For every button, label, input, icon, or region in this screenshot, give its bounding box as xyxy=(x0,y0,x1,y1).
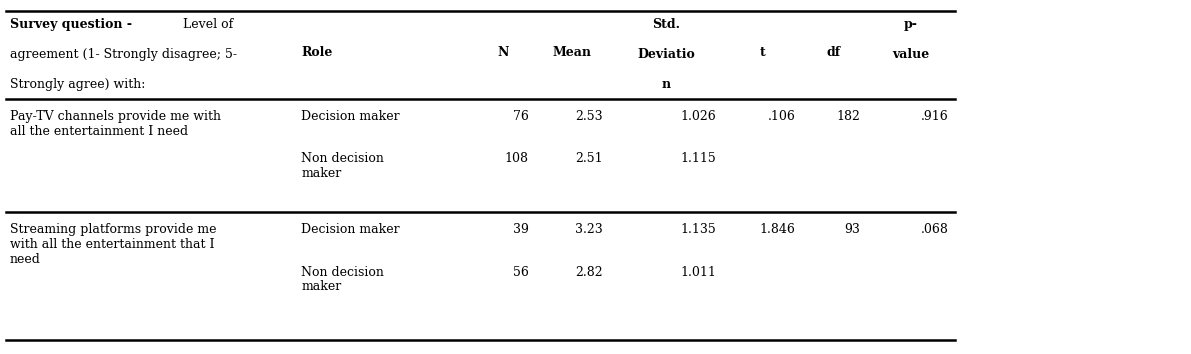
Text: N: N xyxy=(497,46,509,59)
Text: .106: .106 xyxy=(768,110,796,123)
Text: Streaming platforms provide me
with all the entertainment that I
need: Streaming platforms provide me with all … xyxy=(10,223,216,266)
Text: 1.115: 1.115 xyxy=(681,152,717,165)
Text: 39: 39 xyxy=(513,223,529,236)
Text: 1.011: 1.011 xyxy=(681,266,717,279)
Text: 1.135: 1.135 xyxy=(681,223,717,236)
Text: 93: 93 xyxy=(844,223,860,236)
Text: Non decision
maker: Non decision maker xyxy=(301,152,384,180)
Text: Decision maker: Decision maker xyxy=(301,223,400,236)
Text: 2.51: 2.51 xyxy=(575,152,603,165)
Text: df: df xyxy=(827,46,841,59)
Text: 182: 182 xyxy=(836,110,860,123)
Text: 76: 76 xyxy=(513,110,529,123)
Text: Survey question -: Survey question - xyxy=(10,18,131,31)
Text: 1.026: 1.026 xyxy=(681,110,717,123)
Text: Decision maker: Decision maker xyxy=(301,110,400,123)
Text: value: value xyxy=(892,48,929,61)
Text: .068: .068 xyxy=(921,223,949,236)
Text: p-: p- xyxy=(904,18,917,31)
Text: 2.82: 2.82 xyxy=(575,266,603,279)
Text: 2.53: 2.53 xyxy=(575,110,603,123)
Text: Std.: Std. xyxy=(651,18,680,31)
Text: 108: 108 xyxy=(505,152,529,165)
Text: .916: .916 xyxy=(922,110,949,123)
Text: t: t xyxy=(760,46,765,59)
Text: agreement (1- Strongly disagree; 5-: agreement (1- Strongly disagree; 5- xyxy=(10,48,237,61)
Text: Pay-TV channels provide me with
all the entertainment I need: Pay-TV channels provide me with all the … xyxy=(10,110,220,138)
Text: Strongly agree) with:: Strongly agree) with: xyxy=(10,78,145,91)
Text: Mean: Mean xyxy=(553,46,592,59)
Text: 3.23: 3.23 xyxy=(575,223,603,236)
Text: Non decision
maker: Non decision maker xyxy=(301,266,384,293)
Text: Deviatio: Deviatio xyxy=(637,48,694,61)
Text: 1.846: 1.846 xyxy=(760,223,796,236)
Text: n: n xyxy=(661,78,671,91)
Text: Role: Role xyxy=(301,46,332,59)
Text: Level of: Level of xyxy=(179,18,233,31)
Text: 56: 56 xyxy=(513,266,529,279)
